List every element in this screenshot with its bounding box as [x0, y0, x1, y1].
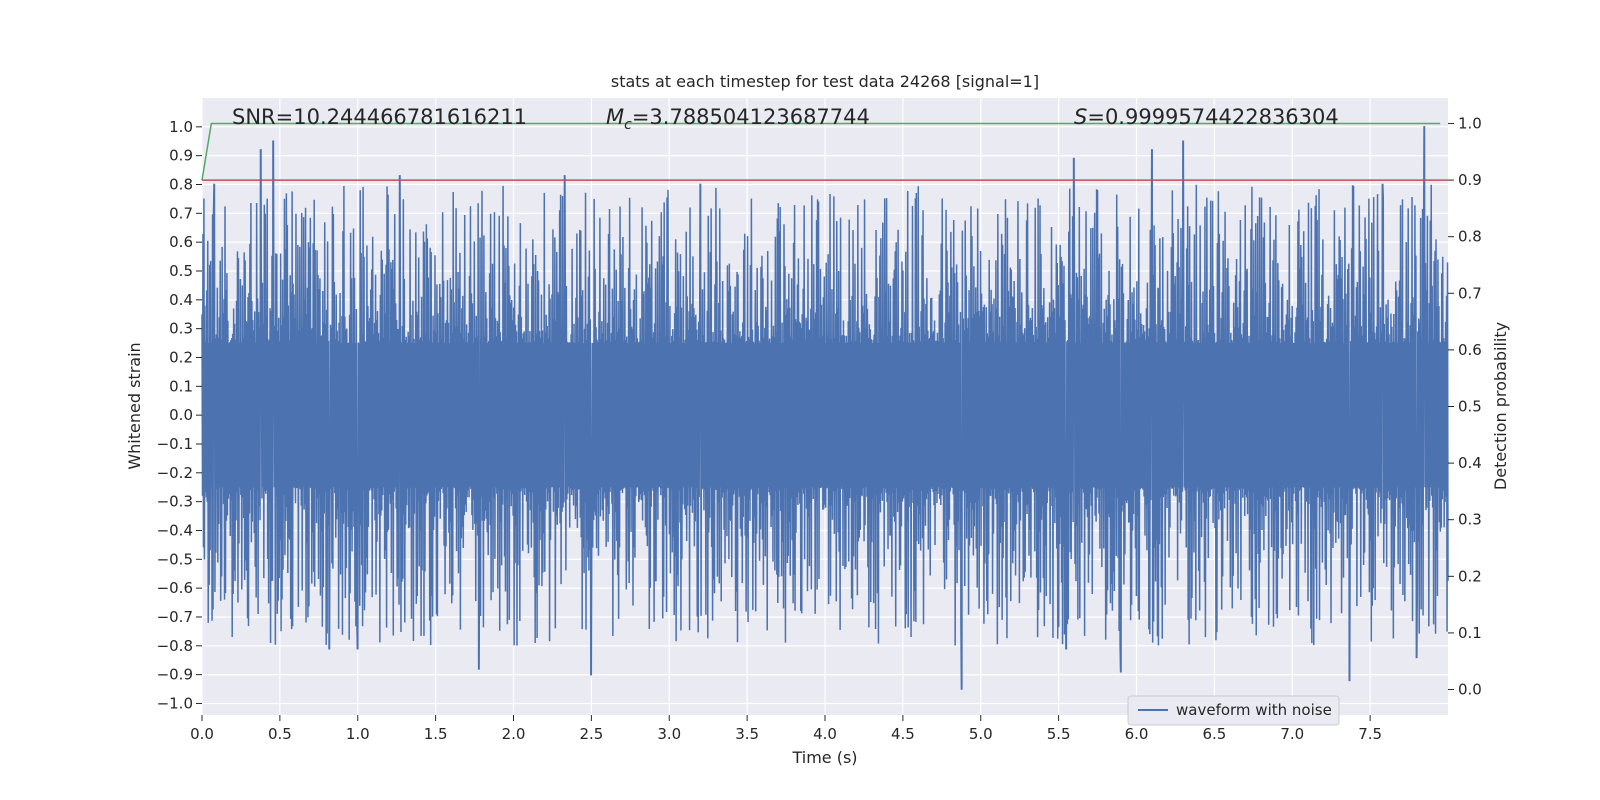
- y2-tick-label: 0.7: [1458, 284, 1482, 302]
- y-tick-label: 0.2: [169, 348, 193, 366]
- y-ticks: 1.0 0.9 0.8 0.7 0.6 0.5 0.4 0.3 0.2 0.1 0.0 −0.1 −0.…: [157, 118, 202, 712]
- y-tick-label: 0.1: [169, 377, 193, 395]
- x-tick-label: 1.5: [424, 725, 448, 743]
- y-tick-label: −0.8: [157, 637, 193, 655]
- y2-tick-label: 0.8: [1458, 228, 1482, 246]
- y2-tick-label: 0.2: [1458, 567, 1482, 585]
- y-tick-label: 0.5: [169, 262, 193, 280]
- mc-value: =3.788504123687744: [632, 105, 870, 129]
- x-tick-label: 7.0: [1280, 725, 1304, 743]
- y-tick-label: 0.9: [169, 147, 193, 165]
- y-tick-label: 0.8: [169, 175, 193, 193]
- y2-tick-label: 0.1: [1458, 624, 1482, 642]
- y-tick-label: −0.6: [157, 579, 193, 597]
- mc-symbol: M: [606, 105, 624, 129]
- legend: waveform with noise: [1127, 695, 1340, 726]
- series-layer: [201, 122, 1449, 690]
- y-tick-label: −0.7: [157, 608, 193, 626]
- series-waveform-with-noise: [201, 126, 1449, 690]
- x-tick-label: 5.5: [1047, 725, 1071, 743]
- series-detection-probability: [201, 122, 1441, 181]
- x-tick-label: 0.0: [190, 725, 214, 743]
- y-tick-label: 0.0: [169, 406, 193, 424]
- mc-subscript: c: [624, 117, 632, 133]
- x-tick-label: 5.0: [969, 725, 993, 743]
- y-tick-label: −0.3: [157, 493, 193, 511]
- chart-title: stats at each timestep for test data 242…: [611, 72, 1039, 91]
- y-tick-label: 0.4: [169, 291, 193, 309]
- y-tick-label: −0.2: [157, 464, 193, 482]
- x-axis-label: Time (s): [791, 748, 857, 767]
- legend-label: waveform with noise: [1176, 701, 1332, 719]
- chirp-mass-annotation: Mc=3.788504123687744: [606, 105, 870, 133]
- y2-tick-label: 0.0: [1458, 681, 1482, 699]
- snr-annotation: SNR=10.244466781616211: [232, 105, 527, 129]
- x-tick-label: 2.0: [502, 725, 526, 743]
- x-tick-label: 4.0: [813, 725, 837, 743]
- y2-tick-label: 0.5: [1458, 398, 1482, 416]
- y-tick-label: 0.6: [169, 233, 193, 251]
- y-axis-label: Whitened strain: [125, 342, 144, 469]
- y-tick-label: −0.4: [157, 521, 193, 539]
- y2-tick-label: 0.3: [1458, 511, 1482, 529]
- y-tick-label: 0.7: [169, 204, 193, 222]
- y-tick-label: −0.5: [157, 550, 193, 568]
- s-value: =0.9999574422836304: [1087, 105, 1338, 129]
- x-tick-label: 3.0: [657, 725, 681, 743]
- legend-box: [1127, 695, 1340, 726]
- x-tick-label: 4.5: [891, 725, 915, 743]
- x-tick-label: 0.5: [268, 725, 292, 743]
- x-tick-label: 3.5: [735, 725, 759, 743]
- y2-axis-label: Detection probability: [1491, 322, 1510, 490]
- y2-tick-label: 1.0: [1458, 114, 1482, 132]
- x-tick-label: 6.5: [1202, 725, 1226, 743]
- x-tick-label: 6.0: [1125, 725, 1149, 743]
- y-tick-label: −0.9: [157, 666, 193, 684]
- x-tick-label: 2.5: [579, 725, 603, 743]
- y2-tick-label: 0.9: [1458, 171, 1482, 189]
- y-tick-label: 0.3: [169, 320, 193, 338]
- x-ticks: 0.0 0.5 1.0 1.5 2.0 2.5 3.0 3.5 4.0 4.5 5.0 5.5 6.0 6…: [190, 715, 1382, 743]
- y2-tick-label: 0.4: [1458, 454, 1482, 472]
- y2-tick-label: 0.6: [1458, 341, 1482, 359]
- y-tick-label: −1.0: [157, 694, 193, 712]
- s-symbol: S: [1074, 105, 1087, 129]
- x-tick-label: 7.5: [1358, 725, 1382, 743]
- x-tick-label: 1.0: [346, 725, 370, 743]
- y-tick-label: −0.1: [157, 435, 193, 453]
- y-tick-label: 1.0: [169, 118, 193, 136]
- y2-ticks: 1.0 0.9 0.8 0.7 0.6 0.5 0.4 0.3 0.2 0.1 0.0: [1448, 114, 1482, 699]
- score-annotation: S=0.9999574422836304: [1074, 105, 1339, 129]
